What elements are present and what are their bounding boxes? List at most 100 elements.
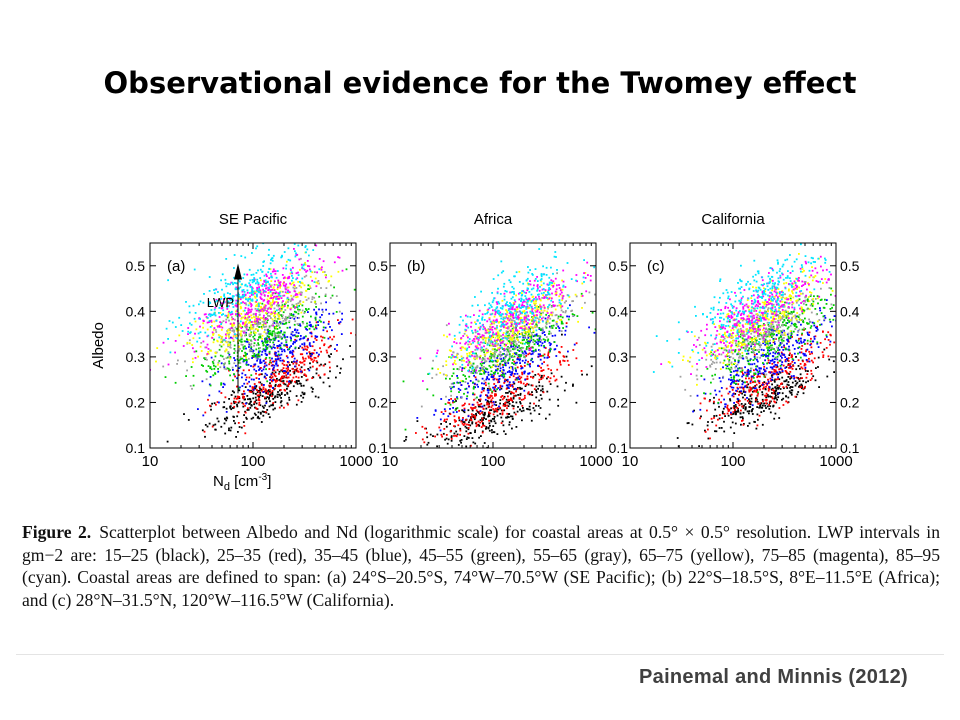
data-point [564,311,567,314]
data-point [264,319,267,322]
data-point [229,313,232,316]
data-point [524,378,527,381]
data-point [588,291,591,294]
data-point [676,437,679,439]
data-point [341,269,344,272]
data-point [491,431,493,434]
data-point [420,405,423,408]
data-point [524,397,526,399]
data-point [518,341,520,343]
data-point [471,329,473,332]
data-point [256,280,259,283]
data-point [349,345,351,347]
data-point [312,361,314,363]
data-point [306,346,309,349]
data-point [561,316,564,319]
data-point [515,343,518,345]
data-point [494,311,497,314]
series-1 [166,344,351,443]
data-point [505,337,508,340]
data-point [494,327,496,330]
data-point [535,298,538,301]
data-point [504,336,507,339]
data-point [277,353,280,356]
data-point [492,335,494,338]
data-point [538,318,540,321]
data-point [225,285,228,288]
data-point [228,355,230,358]
data-point [315,231,317,233]
data-point [511,371,513,373]
data-point [224,396,227,399]
data-point [572,385,574,387]
data-point [575,357,578,360]
data-point [242,321,244,324]
data-point [460,441,462,444]
data-point [229,344,232,346]
data-point [560,375,563,378]
data-point [274,317,277,320]
data-point [272,268,275,271]
data-point [529,280,531,282]
data-point [249,402,251,405]
data-point [487,351,489,354]
data-point [453,334,456,337]
data-point [240,335,243,338]
data-point [502,366,504,369]
data-point [552,301,554,303]
data-point [213,311,216,314]
data-point [295,311,298,314]
data-point [500,321,502,323]
data-point [293,287,296,290]
panel-title: Africa [474,211,513,228]
data-point [220,345,223,348]
data-point [248,390,251,393]
data-point [277,292,280,294]
data-point [514,340,517,343]
data-point [499,307,502,309]
data-point [239,296,242,299]
data-point [510,308,512,310]
data-point [180,324,183,326]
data-point [188,342,191,345]
data-point [789,391,792,394]
data-point [519,392,522,395]
data-point [325,287,328,289]
data-point [483,442,486,444]
data-point [295,375,298,378]
data-point [466,315,469,318]
data-point [403,440,406,442]
data-point [318,295,321,298]
data-point [541,342,544,345]
data-point [246,291,249,294]
data-point [487,397,490,400]
data-point [471,367,474,370]
data-point [549,383,552,385]
data-point [216,299,218,302]
data-point [495,365,497,368]
data-point [426,431,428,434]
data-point [531,311,533,314]
data-point [251,326,254,329]
data-point [255,377,258,379]
data-point [276,309,278,312]
data-point [467,364,469,367]
data-point [496,368,499,371]
data-point [521,306,524,308]
data-point [540,313,543,316]
data-point [502,285,505,288]
data-point [522,347,525,349]
data-point [277,385,279,387]
data-point [461,418,464,421]
data-point [527,383,530,386]
data-point [278,373,280,375]
data-point [518,359,521,362]
data-point [278,304,280,307]
data-point [241,289,244,292]
data-point [545,296,547,299]
data-point [302,396,305,399]
data-point [564,286,567,288]
data-point [521,373,524,376]
data-point [472,372,474,374]
data-point [508,319,511,322]
